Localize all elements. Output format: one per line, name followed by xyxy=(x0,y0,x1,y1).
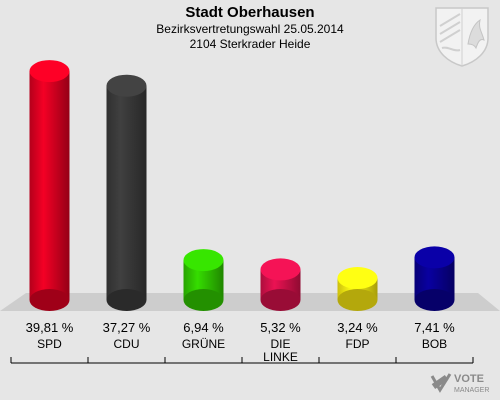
chart-district: 2104 Sterkrader Heide xyxy=(189,37,311,51)
bar-4 xyxy=(337,267,378,311)
value-label-3: 5,32 % xyxy=(260,320,301,335)
category-label-1: CDU xyxy=(114,337,140,351)
value-label-0: 39,81 % xyxy=(26,320,74,335)
vote-manager-logo-icon: VOTE MANAGER xyxy=(430,373,489,394)
bar-0 xyxy=(29,60,70,311)
value-label-2: 6,94 % xyxy=(183,320,224,335)
bar-1 xyxy=(106,74,147,311)
bars-layer xyxy=(29,60,455,311)
value-label-1: 37,27 % xyxy=(103,320,151,335)
labels-layer: 39,81 % SPD 37,27 % CDU 6,94 % GRÜNE 5,32 % DIE… xyxy=(26,320,456,364)
category-label-0: SPD xyxy=(37,337,62,351)
chart-subtitle: Bezirksvertretungswahl 25.05.2014 xyxy=(156,22,344,36)
logo-line1: VOTE xyxy=(454,373,484,385)
category-label-2: GRÜNE xyxy=(182,337,225,351)
bar-3 xyxy=(260,258,301,311)
nrw-crest-icon xyxy=(435,7,489,67)
bar-5 xyxy=(414,246,455,311)
category-axis xyxy=(10,357,474,364)
value-label-5: 7,41 % xyxy=(414,320,455,335)
category-label-4: FDP xyxy=(346,337,370,351)
chart-title: Stadt Oberhausen xyxy=(185,4,315,21)
chart-header: Stadt Oberhausen Bezirksvertretungswahl … xyxy=(0,4,500,52)
logo-line2: MANAGER xyxy=(454,387,489,394)
value-label-4: 3,24 % xyxy=(337,320,378,335)
bar-2 xyxy=(183,249,224,311)
category-label-5: BOB xyxy=(422,337,447,351)
category-label-3: DIE LINKE xyxy=(263,337,298,364)
